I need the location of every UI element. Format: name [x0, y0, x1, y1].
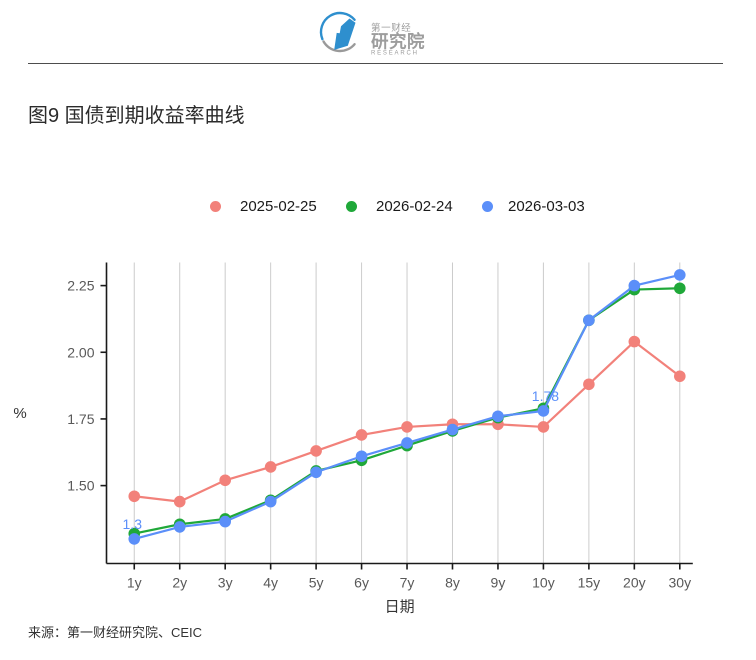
- svg-text:研究院: 研究院: [371, 32, 425, 52]
- svg-text:20y: 20y: [623, 575, 646, 591]
- svg-text:1.75: 1.75: [67, 411, 94, 427]
- svg-text:7y: 7y: [400, 575, 415, 591]
- svg-text:1.50: 1.50: [67, 478, 94, 494]
- svg-text:%: %: [13, 405, 26, 422]
- svg-text:5y: 5y: [309, 575, 324, 591]
- svg-text:6y: 6y: [354, 575, 369, 591]
- svg-text:4y: 4y: [263, 575, 278, 591]
- svg-text:15y: 15y: [578, 575, 601, 591]
- svg-text:1.78: 1.78: [532, 388, 559, 404]
- svg-text:2.00: 2.00: [67, 344, 94, 360]
- svg-text:9y: 9y: [491, 575, 506, 591]
- svg-text:2y: 2y: [172, 575, 187, 591]
- svg-text:1.3: 1.3: [123, 516, 143, 532]
- svg-text:2.25: 2.25: [67, 278, 94, 294]
- svg-text:日期: 日期: [385, 599, 415, 616]
- svg-text:10y: 10y: [532, 575, 555, 591]
- svg-text:RESEARCH: RESEARCH: [371, 51, 419, 56]
- svg-text:1y: 1y: [127, 575, 142, 591]
- svg-text:3y: 3y: [218, 575, 233, 591]
- svg-text:30y: 30y: [669, 575, 692, 591]
- svg-text:8y: 8y: [445, 575, 460, 591]
